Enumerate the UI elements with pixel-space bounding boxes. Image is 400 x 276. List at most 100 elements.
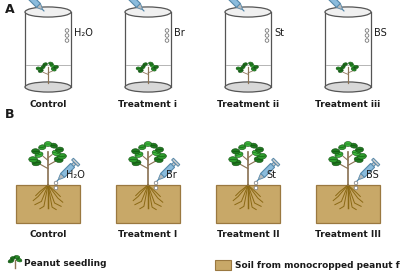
Polygon shape — [36, 4, 42, 9]
Ellipse shape — [232, 149, 240, 154]
Text: St: St — [274, 28, 284, 38]
Bar — [316, 185, 380, 223]
Polygon shape — [72, 158, 80, 166]
Circle shape — [65, 34, 69, 37]
Bar — [225, 12, 271, 87]
Ellipse shape — [343, 63, 348, 66]
Polygon shape — [136, 4, 142, 9]
Text: H₂O: H₂O — [66, 170, 85, 180]
Polygon shape — [260, 163, 274, 177]
Circle shape — [54, 181, 58, 185]
Ellipse shape — [258, 153, 266, 159]
Ellipse shape — [58, 153, 66, 159]
Circle shape — [65, 29, 69, 32]
Polygon shape — [272, 158, 280, 166]
Polygon shape — [359, 174, 364, 179]
Ellipse shape — [248, 62, 253, 65]
Ellipse shape — [14, 256, 20, 259]
Ellipse shape — [235, 152, 243, 157]
Ellipse shape — [38, 69, 43, 73]
Text: Treatment ii: Treatment ii — [217, 100, 279, 109]
Ellipse shape — [236, 67, 241, 70]
Circle shape — [154, 181, 158, 185]
Ellipse shape — [10, 256, 16, 259]
Bar — [16, 185, 80, 223]
Ellipse shape — [358, 153, 366, 159]
Text: Treatment I: Treatment I — [118, 230, 178, 239]
Polygon shape — [59, 174, 64, 179]
Ellipse shape — [329, 157, 338, 163]
Circle shape — [265, 29, 269, 32]
Circle shape — [354, 181, 358, 185]
Ellipse shape — [144, 142, 152, 147]
Ellipse shape — [238, 69, 243, 73]
Text: B: B — [5, 108, 14, 121]
Ellipse shape — [341, 65, 345, 69]
Ellipse shape — [138, 69, 143, 73]
Ellipse shape — [135, 152, 143, 157]
Ellipse shape — [32, 149, 40, 154]
Ellipse shape — [225, 82, 271, 92]
Circle shape — [165, 34, 169, 37]
Bar — [125, 12, 171, 87]
Bar — [25, 12, 71, 87]
Ellipse shape — [39, 145, 46, 150]
Polygon shape — [126, 0, 140, 7]
Text: BS: BS — [374, 28, 387, 38]
Ellipse shape — [352, 150, 360, 156]
Polygon shape — [360, 163, 374, 177]
Ellipse shape — [254, 65, 258, 69]
Ellipse shape — [239, 145, 246, 150]
Ellipse shape — [8, 259, 14, 263]
Ellipse shape — [55, 147, 64, 152]
Circle shape — [154, 186, 158, 190]
Text: Treatment i: Treatment i — [118, 100, 178, 109]
Ellipse shape — [351, 68, 356, 71]
Ellipse shape — [43, 63, 48, 66]
Bar — [216, 185, 280, 223]
Ellipse shape — [143, 63, 148, 66]
Polygon shape — [172, 162, 176, 166]
Ellipse shape — [54, 157, 63, 163]
Text: St: St — [266, 170, 276, 180]
Ellipse shape — [154, 157, 163, 163]
Polygon shape — [336, 4, 342, 9]
Ellipse shape — [232, 160, 241, 166]
Ellipse shape — [41, 65, 45, 69]
Circle shape — [365, 29, 369, 32]
Text: Br: Br — [174, 28, 185, 38]
Text: BS: BS — [366, 170, 379, 180]
Ellipse shape — [152, 150, 160, 156]
Ellipse shape — [155, 147, 164, 152]
Ellipse shape — [29, 157, 38, 163]
Ellipse shape — [254, 157, 263, 163]
Text: Soil from monocropped peanut field: Soil from monocropped peanut field — [235, 261, 400, 269]
Ellipse shape — [344, 142, 352, 147]
Ellipse shape — [336, 67, 341, 70]
Ellipse shape — [136, 67, 141, 70]
Ellipse shape — [325, 82, 371, 92]
Polygon shape — [236, 4, 242, 9]
Ellipse shape — [251, 68, 256, 71]
Circle shape — [265, 34, 269, 37]
Text: Treatment III: Treatment III — [315, 230, 381, 239]
Bar — [116, 185, 180, 223]
Circle shape — [165, 29, 169, 32]
Circle shape — [65, 39, 69, 42]
Ellipse shape — [16, 258, 22, 262]
Polygon shape — [60, 163, 74, 177]
Ellipse shape — [44, 142, 52, 147]
Ellipse shape — [51, 68, 56, 71]
Circle shape — [165, 39, 169, 42]
Ellipse shape — [132, 149, 140, 154]
Ellipse shape — [35, 152, 43, 157]
Ellipse shape — [325, 7, 371, 17]
Text: Br: Br — [166, 170, 177, 180]
Polygon shape — [372, 158, 380, 166]
Ellipse shape — [154, 65, 158, 69]
Circle shape — [365, 39, 369, 42]
Circle shape — [265, 39, 269, 42]
Polygon shape — [272, 162, 276, 166]
Ellipse shape — [158, 153, 166, 159]
Polygon shape — [372, 162, 376, 166]
